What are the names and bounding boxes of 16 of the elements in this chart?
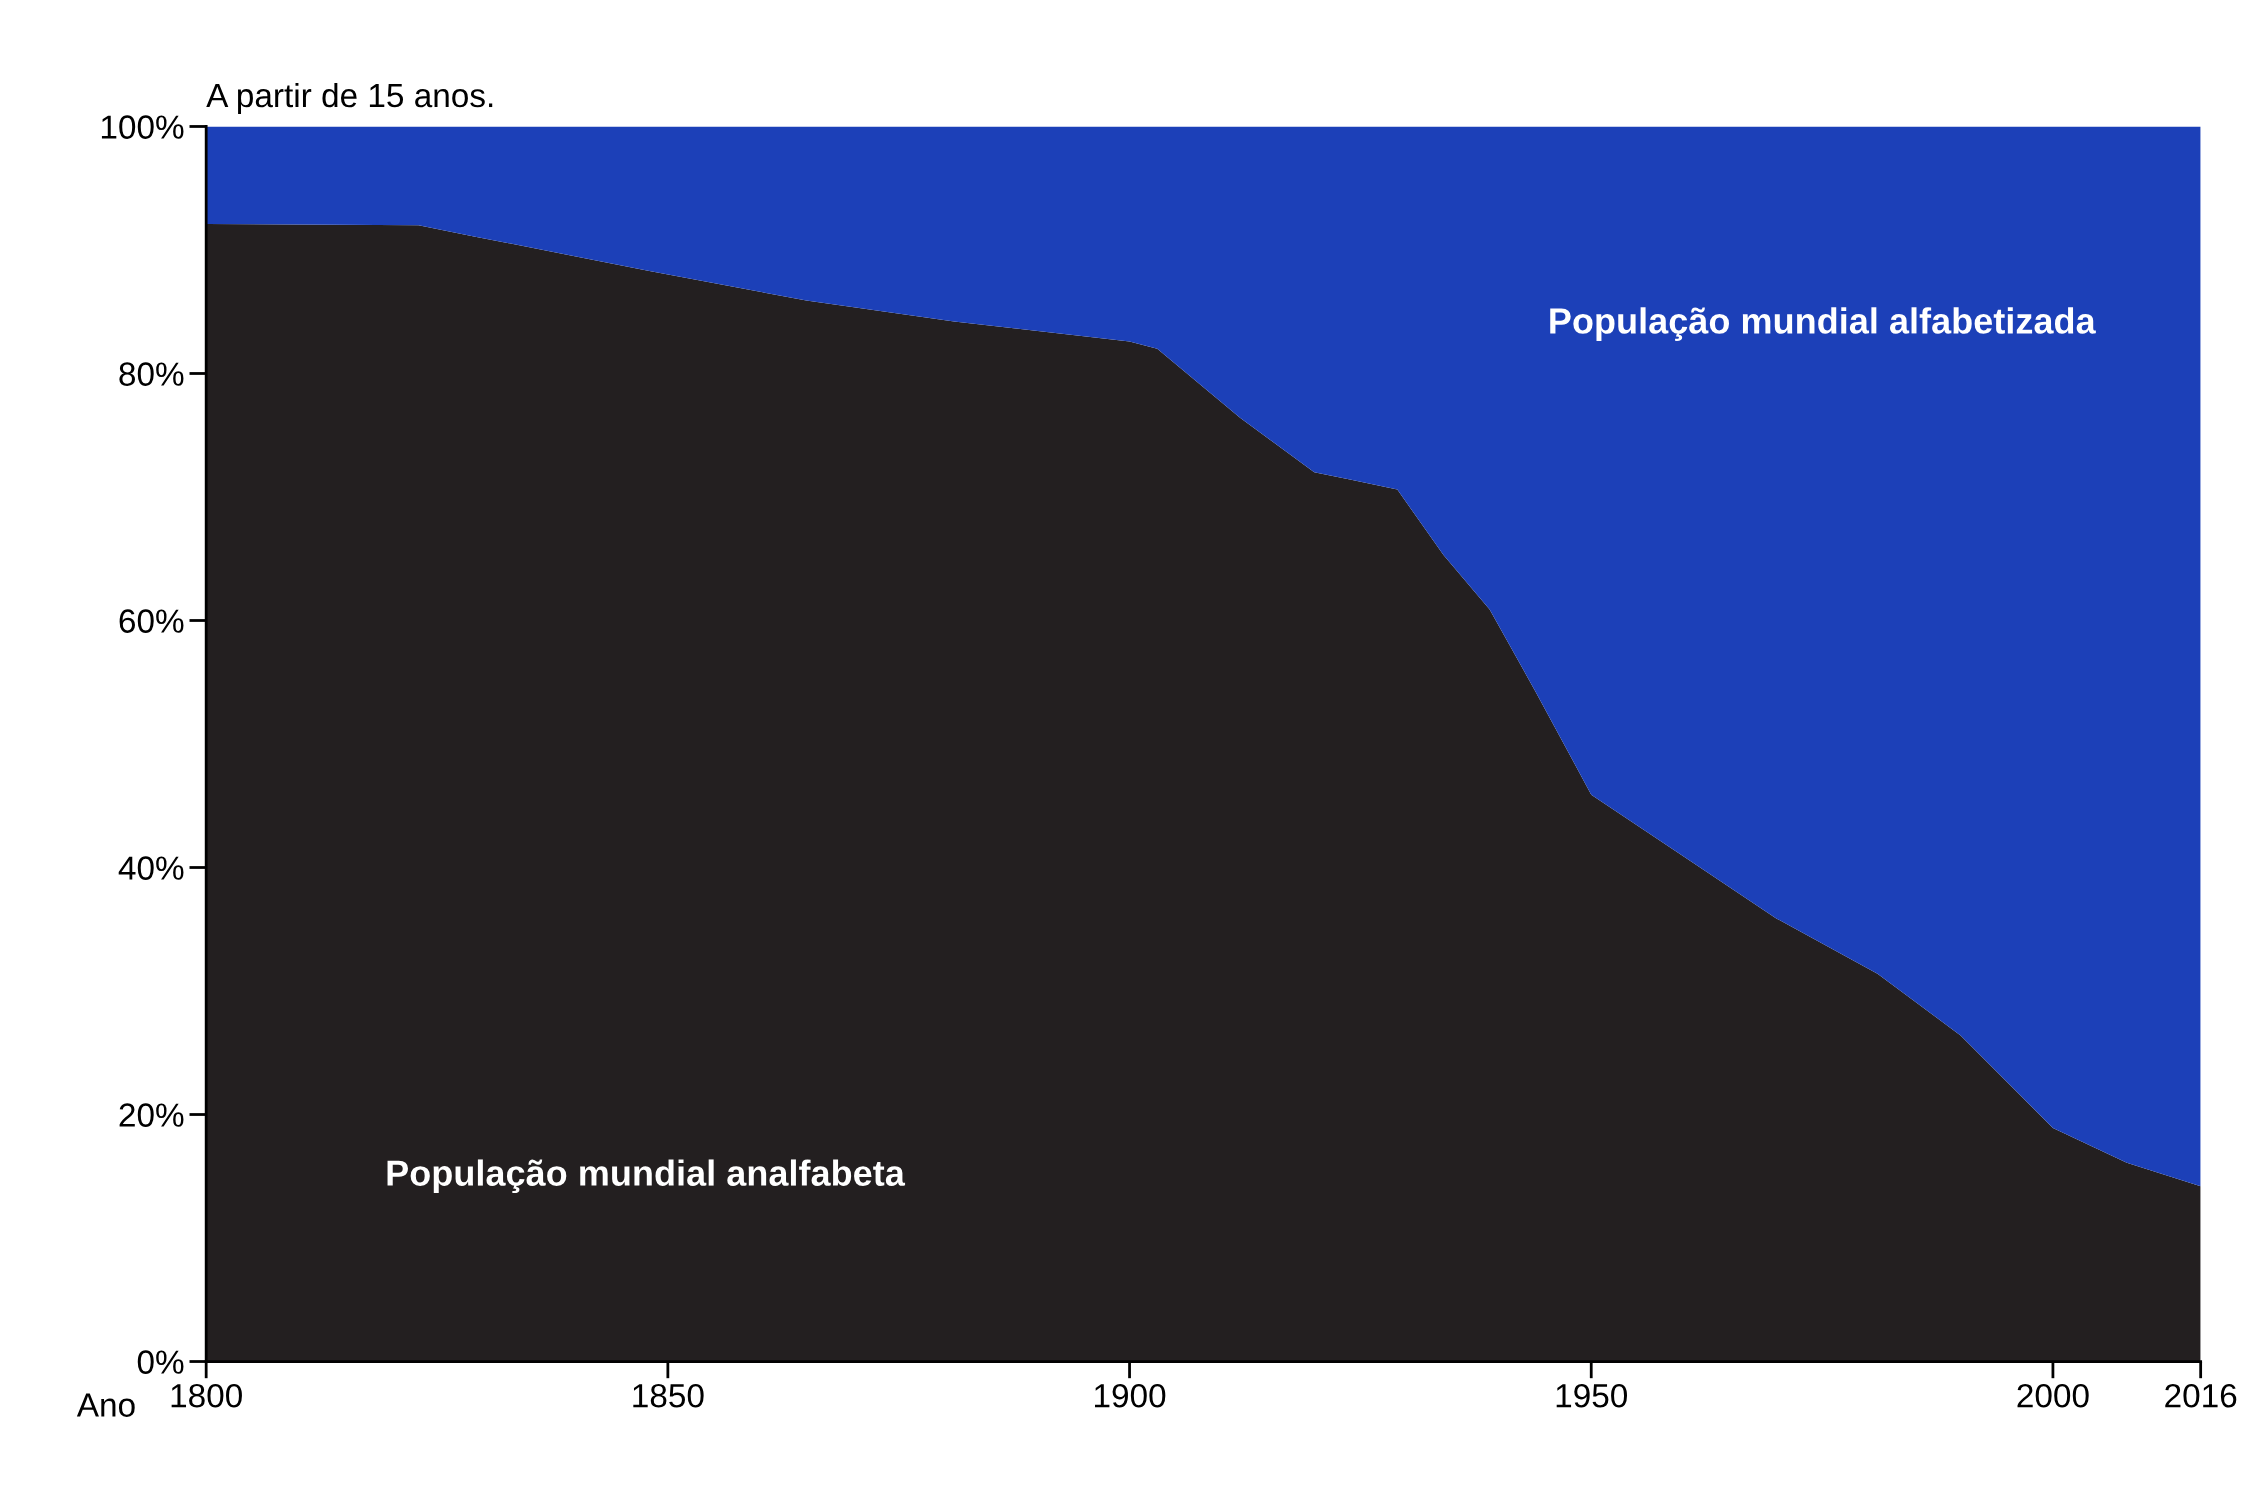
- x-tick-label: 1850: [633, 1383, 704, 1408]
- chart-title: A partir de 15 anos.: [206, 82, 493, 114]
- x-tick-label: 2000: [2017, 1383, 2089, 1408]
- series-label: População mundial alfabetizada: [1550, 307, 2096, 341]
- series-label: População mundial analfabeta: [387, 1159, 906, 1194]
- y-tick-label: 40%: [118, 856, 184, 880]
- x-tick-label: 1800: [171, 1383, 242, 1408]
- x-tick-label: 2016: [2165, 1383, 2237, 1408]
- y-tick-label: 20%: [119, 1103, 184, 1127]
- x-tick-label: 1950: [1556, 1383, 1628, 1408]
- y-tick-label: 80%: [119, 362, 184, 386]
- y-tick-label: 0%: [137, 1350, 184, 1374]
- y-tick-label: 100%: [101, 115, 184, 139]
- y-tick-label: 60%: [119, 609, 184, 633]
- x-tick-label: 1900: [1095, 1383, 1166, 1408]
- x-axis-title: Ano: [76, 1393, 135, 1417]
